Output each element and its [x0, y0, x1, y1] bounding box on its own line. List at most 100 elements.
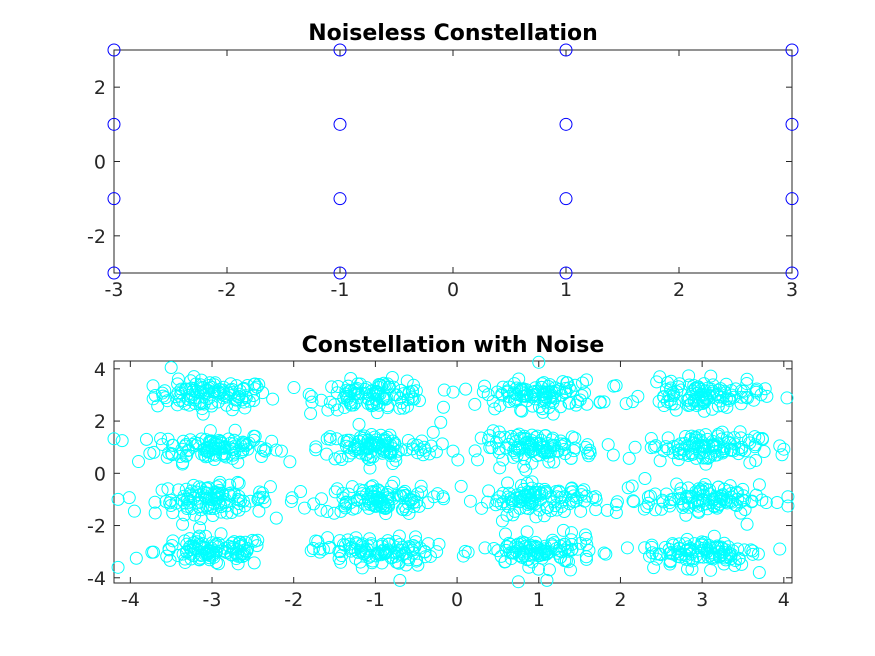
noisy-ticks: -4 -3 -2 -1 0 1 2 3 4 -4 -2 0 2 4 — [87, 359, 792, 611]
noiseless-point-4 — [333, 43, 347, 57]
noisy-point-635 — [320, 447, 334, 461]
noisy-point-1539 — [657, 444, 671, 458]
noisy-point-714 — [314, 503, 328, 517]
noisy-point-1505 — [717, 440, 731, 454]
noisy-point-757 — [370, 492, 384, 506]
noiseless-point-3 — [107, 266, 121, 280]
noisy-point-838 — [409, 530, 423, 544]
noisy-point-1221 — [502, 536, 516, 550]
noisy-point-329 — [148, 506, 162, 520]
noisy-point-1192 — [504, 492, 518, 506]
noisy-point-1761 — [111, 492, 125, 506]
noisy-point-1084 — [508, 445, 522, 459]
noisy-point-636 — [323, 432, 337, 446]
noisy-point-1524 — [677, 447, 691, 461]
noisy-point-1218 — [582, 543, 596, 557]
noisy-point-1512 — [716, 446, 730, 460]
noisy-point-1503 — [777, 442, 791, 456]
noisy-point-760 — [402, 506, 416, 520]
noisy-point-871 — [381, 543, 395, 557]
noisy-point-196 — [283, 455, 297, 469]
noisy-point-879 — [359, 545, 373, 559]
noisy-point-1333 — [704, 369, 718, 383]
noisy-point-1531 — [731, 447, 745, 461]
noisy-point-1611 — [679, 508, 693, 522]
noisy-point-829 — [355, 561, 369, 575]
noisy-point-1759 — [647, 561, 661, 575]
noisy-point-1517 — [715, 425, 729, 439]
noisy-point-1479 — [622, 451, 636, 465]
noisy-point-1312 — [560, 541, 574, 555]
noisy-point-765 — [345, 480, 359, 494]
noisy-point-861 — [353, 555, 367, 569]
noisy-point-1255 — [579, 552, 593, 566]
noisy-point-105 — [220, 398, 234, 412]
x-tick-label-0-0: -3 — [105, 279, 124, 301]
noisy-point-1068 — [489, 435, 503, 449]
noisy-point-1081 — [474, 431, 488, 445]
noisy-point-1201 — [490, 494, 504, 508]
noisy-point-1527 — [661, 431, 675, 445]
noisy-point-1295 — [530, 540, 544, 554]
noisy-point-1787 — [638, 472, 652, 486]
noisy-point-1535 — [748, 438, 762, 452]
noisy-point-515 — [361, 397, 375, 411]
noisy-point-987 — [548, 381, 562, 395]
noiseless-point-6 — [333, 192, 347, 206]
noisy-point-752 — [398, 499, 412, 513]
noisy-point-1372 — [740, 377, 754, 391]
noisy-point-596 — [422, 447, 436, 461]
noiseless-point-10 — [559, 192, 573, 206]
noisy-point-1177 — [532, 503, 546, 517]
noisy-point-237 — [263, 480, 277, 494]
y-tick-label-0-0: -2 — [87, 226, 106, 248]
x-tick-label-1-5: 1 — [533, 589, 545, 611]
noisy-point-1189 — [552, 485, 566, 499]
noisy-point-522 — [352, 417, 366, 431]
noisy-point-554 — [335, 452, 349, 466]
noisy-point-1735 — [714, 540, 728, 554]
noisy-point-544 — [394, 383, 408, 397]
noisy-point-18 — [196, 407, 210, 421]
noisy-point-637 — [357, 431, 371, 445]
noisy-point-520 — [400, 399, 414, 413]
noisy-title: Constellation with Noise — [302, 333, 605, 358]
noisy-point-1073 — [502, 437, 516, 451]
noisy-point-493 — [337, 391, 351, 405]
noisy-point-526 — [389, 388, 403, 402]
noisy-point-856 — [408, 540, 422, 554]
noisy-point-796 — [432, 537, 446, 551]
noisy-point-106 — [151, 399, 165, 413]
noisy-point-756 — [374, 499, 388, 513]
noisy-point-1127 — [493, 490, 507, 504]
noisy-point-218 — [265, 434, 279, 448]
noisy-point-346 — [165, 539, 179, 553]
noisy-point-93 — [235, 393, 249, 407]
noisy-point-718 — [294, 484, 308, 498]
noisy-point-240 — [164, 499, 178, 513]
noisy-point-1065 — [504, 429, 518, 443]
noisy-point-1630 — [725, 495, 739, 509]
noisy-point-185 — [269, 443, 283, 457]
noisy-point-1425 — [650, 375, 664, 389]
x-tick-label-0-5: 2 — [673, 279, 685, 301]
noisy-point-1497 — [628, 440, 642, 454]
x-tick-label-1-4: 0 — [451, 589, 463, 611]
noisy-point-1670 — [751, 547, 765, 561]
noisy-point-1776 — [740, 372, 754, 386]
noisy-point-631 — [345, 446, 359, 460]
noisy-point-549 — [393, 391, 407, 405]
noisy-point-124 — [237, 436, 251, 450]
noisy-point-1626 — [674, 492, 688, 506]
noisy-point-107 — [186, 384, 200, 398]
noisy-point-1643 — [659, 487, 673, 501]
noisy-point-1399 — [660, 376, 674, 390]
noiseless-point-8 — [559, 43, 573, 57]
noisy-point-287 — [232, 476, 246, 490]
noisy-point-1091 — [568, 431, 582, 445]
noisy-point-1780 — [752, 566, 766, 580]
noisy-point-538 — [459, 382, 473, 396]
noisy-point-417 — [183, 532, 197, 546]
noisy-point-1786 — [740, 517, 754, 531]
noisy-point-521 — [381, 377, 395, 391]
